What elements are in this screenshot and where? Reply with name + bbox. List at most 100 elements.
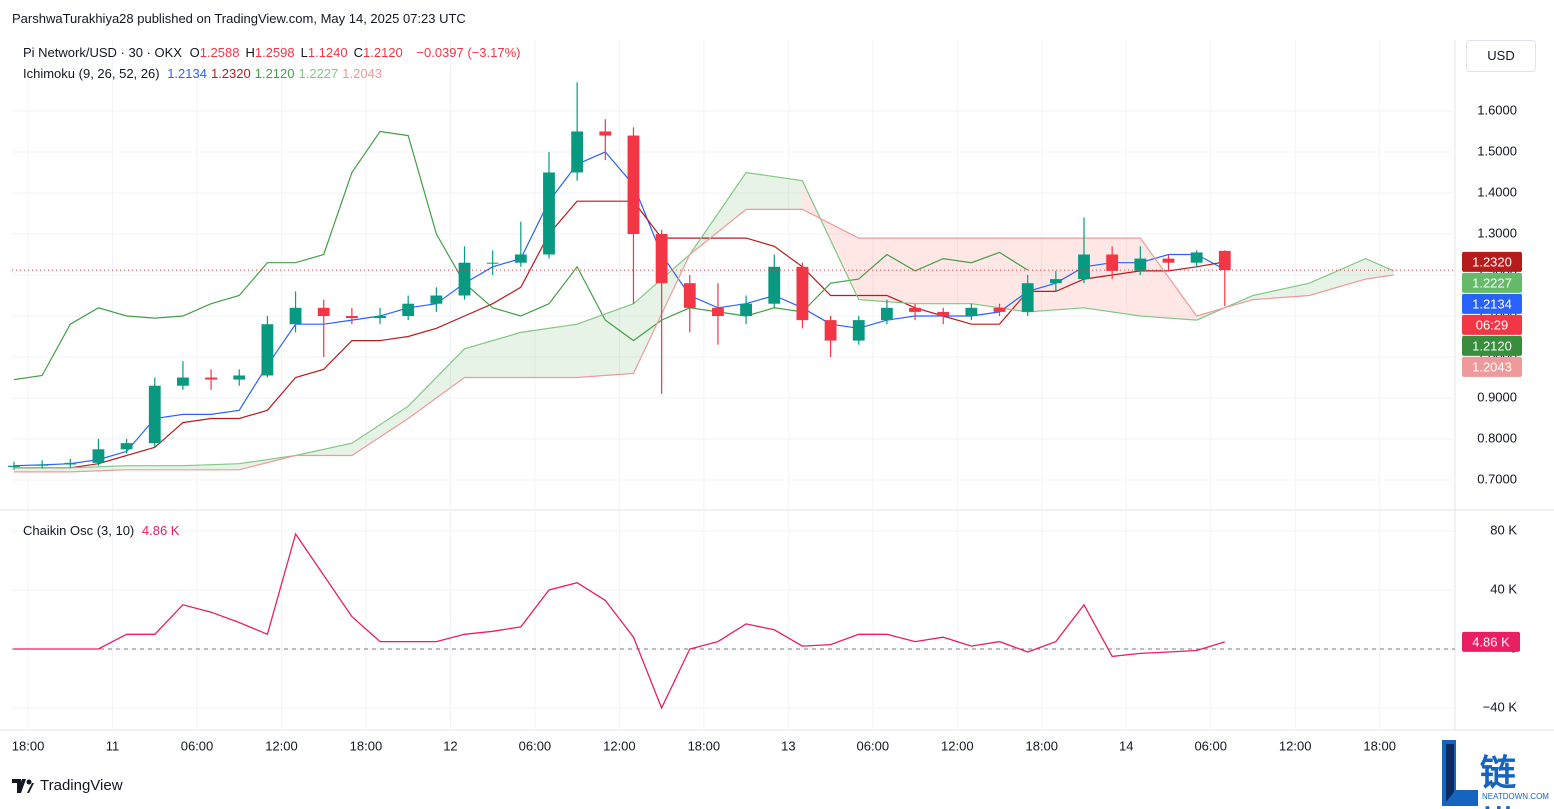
indicator-line: Ichimoku (9, 26, 52, 26) 1.2134 1.2320 1.2… — [23, 66, 390, 81]
candle-body — [1162, 258, 1175, 263]
cloud-fill — [1365, 258, 1394, 280]
ohlc-value: 1.2120 — [363, 45, 403, 60]
senkou-b — [14, 208, 1394, 473]
ohlc-item: H1.2598 — [245, 45, 294, 60]
brand-name: TradingView — [40, 777, 123, 794]
cloud-fill — [520, 324, 578, 378]
osc-badge-label: 4.86 K — [1472, 634, 1510, 649]
cloud-fill — [14, 467, 71, 472]
cloud-fill — [70, 465, 127, 472]
candle-body — [768, 266, 781, 304]
y-tick-label: 40 K — [1490, 581, 1517, 596]
cloud-fill — [858, 238, 916, 304]
candle-body — [1049, 279, 1062, 284]
y-tick-label: 1.3000 — [1477, 225, 1517, 240]
price-badge — [1462, 251, 1522, 272]
candle-body — [1021, 283, 1034, 312]
y-tick-label: 1.5000 — [1477, 143, 1517, 158]
indicator-values: 1.2134 1.2320 1.2120 1.2227 1.2043 — [167, 66, 386, 81]
lagging-span — [13, 130, 1029, 381]
osc-line: Chaikin Osc (3, 10) 4.86 K — [23, 523, 183, 538]
candle-body — [177, 377, 189, 386]
candle-body — [740, 303, 753, 317]
candle-body — [627, 135, 640, 234]
candle-body — [796, 266, 809, 321]
x-tick-label: 06:00 — [857, 738, 890, 753]
candle-body — [8, 465, 20, 467]
candle-body — [852, 320, 865, 341]
price-badge-label: 1.2120 — [1472, 338, 1512, 353]
ohlc-readout: O1.2588 H1.2598 L1.1240 C1.2120 — [190, 45, 409, 60]
candle-body — [345, 316, 358, 319]
y-tick-label: 0.9000 — [1477, 389, 1517, 404]
cloud-fill — [746, 172, 803, 210]
x-tick-label: 18:00 — [1363, 738, 1396, 753]
candle-body — [1134, 258, 1147, 271]
x-tick-label: 11 — [106, 738, 120, 753]
x-tick-label: 12:00 — [941, 738, 974, 753]
indicator-name: Ichimoku (9, 26, 52, 26) — [23, 66, 160, 81]
indicator-value: 1.2134 — [167, 66, 207, 81]
watermark-sub: NEATDOWN.COM — [1482, 792, 1549, 801]
candle-body — [233, 375, 246, 380]
watermark: 链懂 NEATDOWN.COM — [1440, 740, 1550, 809]
ohlc-value: 1.1240 — [307, 45, 348, 60]
candle-body — [120, 443, 133, 450]
x-tick-label: 12 — [443, 738, 457, 753]
osc-name: Chaikin Osc (3, 10) — [23, 523, 135, 538]
candle-body — [92, 449, 105, 463]
ohlc-value: 1.2598 — [254, 45, 295, 60]
x-tick-label: 14 — [1119, 738, 1133, 753]
cloud-fill — [1253, 283, 1310, 300]
price-badge-label: 1.2227 — [1472, 275, 1512, 290]
senkou-a — [14, 171, 1395, 469]
candle-body — [1078, 254, 1090, 280]
cloud-fill — [1309, 258, 1366, 296]
osc-value: 4.86 K — [141, 523, 180, 538]
y-tick-label: −40 K — [1483, 699, 1518, 714]
x-tick-label: 12:00 — [265, 738, 298, 753]
symbol-line: Pi Network/USD · 30 · OKX O1.2588 H1.2598… — [23, 45, 524, 60]
candle-body — [514, 254, 527, 263]
candle-body — [1218, 250, 1231, 271]
cloud-fill — [464, 332, 521, 378]
candle-body — [148, 385, 161, 444]
candle-body — [683, 283, 696, 308]
ohlc-key: C — [353, 45, 363, 60]
price-badge-label: 1.2043 — [1472, 359, 1512, 374]
brand: TradingView — [12, 777, 123, 794]
currency-button[interactable]: USD — [1466, 40, 1536, 72]
x-tick-label: 06:00 — [1194, 738, 1227, 753]
candle-body — [571, 131, 584, 173]
candle-body — [655, 233, 668, 284]
symbol: Pi Network/USD · 30 · OKX — [23, 45, 182, 60]
x-tick-label: 12:00 — [1279, 738, 1312, 753]
y-tick-label: 80 K — [1490, 522, 1517, 537]
candle-body — [430, 295, 443, 304]
candle-body — [64, 462, 77, 465]
cloud-fill — [126, 465, 183, 470]
ohlc-item: L1.1240 — [301, 45, 348, 60]
watermark-logo — [1442, 740, 1478, 806]
candle-body — [402, 303, 415, 317]
x-tick-label: 18:00 — [350, 738, 383, 753]
x-tick-label: 18:00 — [12, 738, 45, 753]
ohlc-key: L — [300, 45, 308, 60]
candle-body — [317, 307, 330, 317]
osc-badge — [1462, 631, 1520, 652]
change: −0.0397 (−3.17%) — [416, 45, 521, 60]
ohlc-item: C1.2120 — [354, 45, 403, 60]
ohlc-item: O1.2588 — [190, 45, 240, 60]
candle-body — [880, 307, 893, 321]
candle-body — [36, 464, 49, 466]
candle-body — [1106, 254, 1119, 271]
ohlc-key: O — [189, 45, 200, 60]
x-tick-label: 12:00 — [603, 738, 636, 753]
price-badge — [1462, 272, 1522, 293]
candle-body — [993, 307, 1006, 312]
x-tick-label: 18:00 — [688, 738, 721, 753]
price-badge — [1462, 335, 1522, 356]
indicator-value: 1.2320 — [210, 66, 251, 81]
